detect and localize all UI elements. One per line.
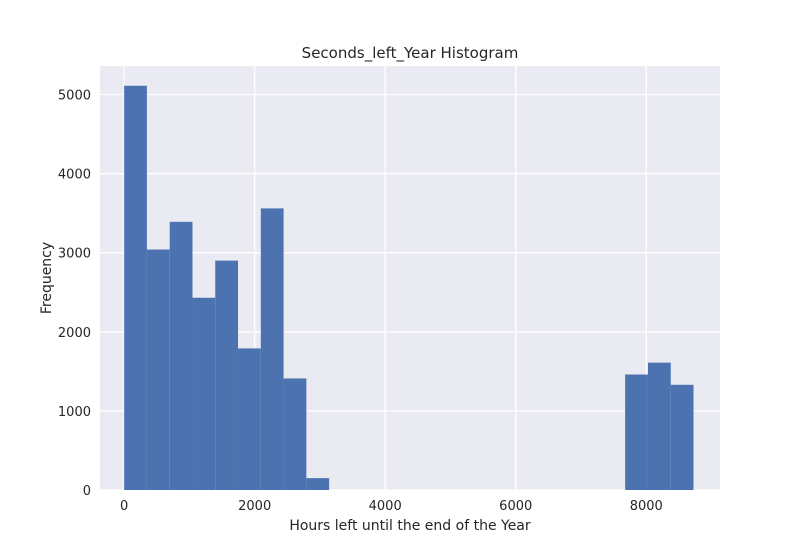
x-tick-labels: 0 2000 4000 6000 8000: [120, 499, 663, 514]
x-tick-label: 8000: [630, 499, 663, 514]
histogram-bar: [283, 378, 307, 490]
y-tick-labels: 0 1000 2000 3000 4000 5000: [58, 88, 91, 499]
histogram-bar: [306, 478, 330, 490]
histogram-bar: [215, 260, 239, 490]
histogram-bar: [238, 348, 261, 490]
histogram-bars: [124, 85, 694, 490]
histogram-bar: [625, 374, 648, 490]
y-tick-label: 2000: [58, 326, 91, 341]
y-tick-label: 5000: [58, 88, 91, 103]
histogram-bar: [192, 297, 216, 490]
histogram-bar: [124, 85, 147, 490]
histogram-bar: [146, 249, 170, 490]
y-tick-label: 1000: [58, 405, 91, 420]
y-axis-label: Frequency: [39, 242, 55, 314]
histogram-bar: [260, 208, 284, 490]
y-tick-label: 0: [83, 484, 91, 499]
y-tick-label: 4000: [58, 168, 91, 183]
histogram-bar: [647, 362, 671, 490]
x-tick-label: 2000: [238, 499, 271, 514]
x-tick-label: 6000: [499, 499, 532, 514]
y-tick-label: 3000: [58, 247, 91, 262]
x-tick-label: 4000: [369, 499, 402, 514]
histogram-bar: [169, 221, 193, 490]
x-tick-label: 0: [120, 499, 128, 514]
x-axis-label: Hours left until the end of the Year: [289, 518, 531, 534]
chart-title: Seconds_left_Year Histogram: [302, 44, 519, 63]
histogram-bar: [670, 384, 694, 490]
